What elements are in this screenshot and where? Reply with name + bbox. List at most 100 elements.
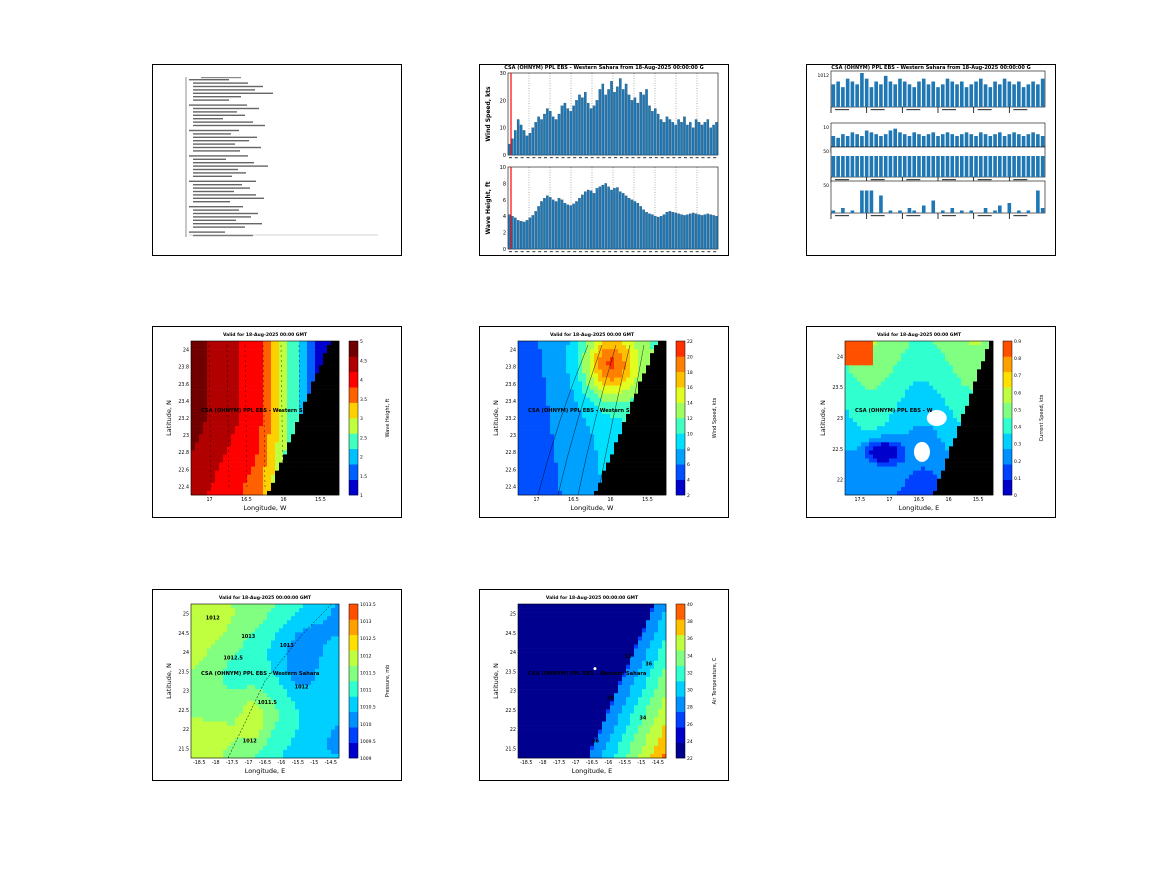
map-cell: [913, 470, 918, 476]
map-cell: [877, 389, 882, 394]
map-cell: [598, 486, 603, 492]
x-tick-label: [567, 157, 571, 159]
map-cell: [554, 422, 559, 427]
map-cell: [263, 426, 268, 431]
x-tick-label: [526, 157, 530, 159]
map-cell: [881, 446, 886, 451]
map-cell: [989, 454, 994, 459]
map-cell: [865, 446, 870, 451]
map-cell: [925, 430, 930, 435]
map-cell: [211, 426, 216, 431]
map-cell: [275, 608, 280, 613]
map-cell: [223, 373, 228, 378]
map-cell: [981, 393, 986, 399]
map-cell: [929, 389, 934, 394]
map-cell: [594, 357, 599, 362]
map-cell: [602, 349, 607, 354]
map-cell: [937, 389, 942, 394]
map-cell: [901, 434, 906, 439]
map-cell: [546, 482, 551, 488]
map-cell: [973, 341, 978, 346]
map-cell: [646, 430, 651, 435]
map-cell: [602, 361, 607, 366]
map-cell: [865, 418, 870, 423]
map-cell: [845, 393, 850, 399]
map-cell: [901, 373, 906, 378]
map-cell: [658, 442, 663, 447]
colorbar-label: Wave Height, ft: [385, 399, 391, 438]
map-cell: [283, 377, 288, 382]
map-cell: [861, 345, 866, 350]
map-cell: [634, 401, 639, 407]
bar: [978, 132, 983, 147]
map-cell: [530, 381, 535, 386]
map-cell: [861, 470, 866, 476]
bar: [706, 213, 710, 250]
map-cell: [985, 486, 990, 492]
map-cell: [538, 377, 543, 382]
map-cell: [259, 474, 264, 480]
map-cell: [554, 397, 559, 403]
map-cell: [566, 446, 571, 451]
map-cell: [323, 413, 328, 419]
map-cell: [554, 361, 559, 366]
bar: [936, 87, 940, 107]
text-line: [193, 184, 242, 186]
map-cell: [626, 482, 631, 488]
map-cell: [199, 377, 204, 382]
map-cell: [630, 426, 635, 431]
map-cell: [562, 377, 567, 382]
map-cell: [303, 434, 308, 439]
x-tick-label: [906, 179, 921, 181]
map-cell: [203, 349, 208, 354]
map-cell: [857, 446, 862, 451]
bar: [879, 195, 883, 213]
map-cell: [215, 377, 220, 382]
map-cell: [953, 466, 958, 471]
map-cell: [602, 341, 607, 346]
map-cell: [662, 377, 667, 382]
map-cell: [901, 393, 906, 399]
map-cell: [945, 341, 950, 346]
map-cell: [522, 474, 527, 480]
map-cell: [231, 373, 236, 378]
map-cell: [191, 490, 196, 496]
map-cell: [590, 422, 595, 427]
x-tick-label: 15.5: [973, 497, 984, 503]
x-tick-label: [544, 157, 547, 159]
map-cell: [247, 474, 252, 480]
map-cell: [195, 458, 200, 463]
map-cell: [287, 490, 292, 496]
map-cell: [211, 454, 216, 459]
map-cell: [925, 401, 930, 407]
map-cell: [654, 458, 659, 463]
map-cell: [905, 413, 910, 419]
map-cell: [586, 393, 591, 399]
map-cell: [538, 389, 543, 394]
map-cell: [650, 466, 655, 471]
map-cell: [259, 353, 264, 358]
map-cell: [961, 490, 966, 496]
map-cell: [335, 341, 340, 346]
map-cell: [287, 385, 292, 390]
map-cell: [945, 422, 950, 427]
map-cell: [303, 393, 308, 399]
map-cell: [207, 418, 212, 423]
map-cell: [538, 397, 543, 403]
map-cell: [247, 418, 252, 423]
bar: [1017, 156, 1021, 177]
map-cell: [299, 430, 304, 435]
map-cell: [231, 357, 236, 362]
map-cell: [965, 426, 970, 431]
map-cell: [287, 462, 292, 467]
map-cell: [323, 393, 328, 399]
map-cell: [869, 482, 874, 488]
map-cell: [335, 438, 340, 443]
map-cell: [985, 430, 990, 435]
map-cell: [618, 418, 623, 423]
map-cell: [518, 490, 523, 496]
map-cell: [275, 446, 280, 451]
map-cell: [211, 458, 216, 463]
map-cell: [287, 470, 292, 476]
map-cell: [554, 369, 559, 374]
